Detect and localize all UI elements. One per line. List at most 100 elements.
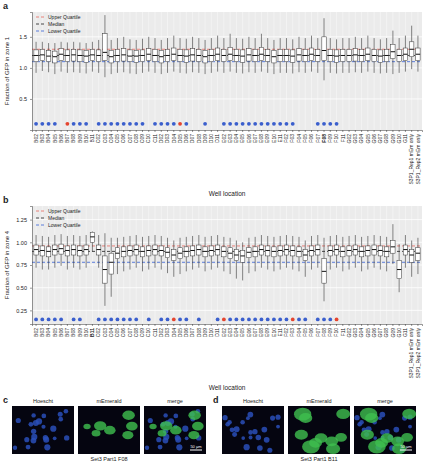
- marker-dot: [285, 122, 289, 126]
- x-tick: C04: [108, 324, 114, 337]
- x-tick-mark: [280, 130, 281, 132]
- x-tick-label: E06: [246, 134, 252, 143]
- whisker-low: [73, 255, 74, 268]
- cell: [94, 421, 106, 430]
- box: [140, 247, 144, 257]
- whisker-low: [161, 63, 162, 74]
- whisker-low: [405, 60, 406, 71]
- x-tick-label: S3P1_Rep1 mEm only: [408, 328, 414, 379]
- x-tick-label: C06: [120, 328, 126, 337]
- grid-line-x: [123, 206, 124, 324]
- whisker-low: [261, 60, 262, 71]
- whisker-high: [242, 39, 243, 50]
- marker-dot: [178, 122, 182, 126]
- x-tick-mark: [117, 324, 118, 326]
- whisker-low: [230, 259, 231, 274]
- grid-line-x: [111, 12, 112, 130]
- grid-line-x: [392, 12, 393, 130]
- x-tick: B05: [52, 130, 58, 143]
- marker-dot: [272, 122, 276, 126]
- y-tick-label: 1.5: [19, 34, 27, 40]
- box: [40, 49, 44, 60]
- whisker-high: [286, 235, 287, 245]
- x-tick-mark: [280, 324, 281, 326]
- whisker-low: [261, 255, 262, 268]
- box: [222, 49, 226, 61]
- median: [409, 49, 413, 50]
- y-tick-mark: [30, 265, 32, 266]
- x-tick-label: D03: [164, 134, 170, 143]
- x-tick: G06: [371, 324, 377, 337]
- x-tick: C04: [108, 130, 114, 143]
- x-tick-label: F09: [327, 328, 333, 337]
- median: [147, 54, 151, 55]
- whisker-high: [73, 42, 74, 49]
- marker-dot: [285, 318, 289, 322]
- x-tick-mark: [367, 130, 368, 132]
- x-tick: B11: [89, 130, 95, 143]
- grid-line: [32, 310, 422, 311]
- legend-swatch: [36, 24, 46, 25]
- box: [272, 51, 276, 63]
- legend-item: Upper Quartile: [36, 14, 81, 20]
- box: [366, 48, 370, 60]
- x-axis: B02B03B04B05B06B07B08B09B10B11C02C03C04C…: [33, 324, 423, 379]
- legend-item: Upper Quartile: [36, 208, 81, 214]
- nucleus: [379, 412, 385, 418]
- grid-line-x: [36, 12, 37, 130]
- panel: bB02B03B04B05B06B07B08B09B10B11C02C03C04…: [3, 195, 423, 391]
- x-tick: E09: [264, 324, 270, 337]
- median: [184, 56, 188, 57]
- grid-line-x: [355, 206, 356, 324]
- median: [234, 55, 238, 56]
- cell: [360, 408, 377, 421]
- whisker-high: [242, 242, 243, 250]
- x-tick: B08: [70, 130, 76, 143]
- whisker-high: [386, 38, 387, 49]
- box: [303, 250, 307, 261]
- x-tick: F04: [296, 324, 302, 337]
- x-tick: F05: [302, 130, 308, 143]
- whisker-low: [92, 60, 93, 71]
- nucleus: [173, 414, 178, 419]
- whisker-high: [167, 38, 168, 49]
- nucleus: [31, 413, 35, 417]
- box: [159, 246, 163, 256]
- nucleus: [373, 436, 377, 440]
- grid-line-x: [230, 12, 231, 130]
- whisker-high: [148, 236, 149, 246]
- x-tick: E08: [258, 130, 264, 143]
- x-tick: G11: [402, 130, 408, 143]
- x-tick-label: E04: [233, 134, 239, 143]
- x-tick-mark: [205, 130, 206, 132]
- whisker-low: [280, 62, 281, 73]
- whisker-low: [54, 63, 55, 74]
- x-tick-mark: [261, 324, 262, 326]
- median: [78, 250, 82, 251]
- median: [109, 56, 113, 57]
- whisker-low: [392, 253, 393, 264]
- box: [65, 50, 69, 62]
- box: [247, 49, 251, 61]
- nucleus: [50, 426, 56, 432]
- x-tick-label: F03: [289, 134, 295, 143]
- x-tick-mark: [311, 130, 312, 132]
- marker-dot: [116, 318, 120, 322]
- grid-line-x: [286, 12, 287, 130]
- x-tick: C06: [120, 130, 126, 143]
- x-tick-mark: [173, 130, 174, 132]
- median: [247, 54, 251, 55]
- median: [328, 250, 332, 251]
- whisker-high: [205, 40, 206, 51]
- x-tick-label: G10: [396, 328, 402, 338]
- cell: [402, 409, 416, 419]
- box: [409, 250, 413, 263]
- box: [34, 50, 38, 62]
- legend-item: Lower Quartile: [36, 222, 81, 228]
- box: [147, 246, 151, 256]
- x-tick-mark: [267, 324, 268, 326]
- nucleus: [44, 444, 50, 450]
- x-tick-label: G06: [371, 134, 377, 144]
- x-tick-label: D02: [158, 134, 164, 143]
- x-tick-mark: [111, 130, 112, 132]
